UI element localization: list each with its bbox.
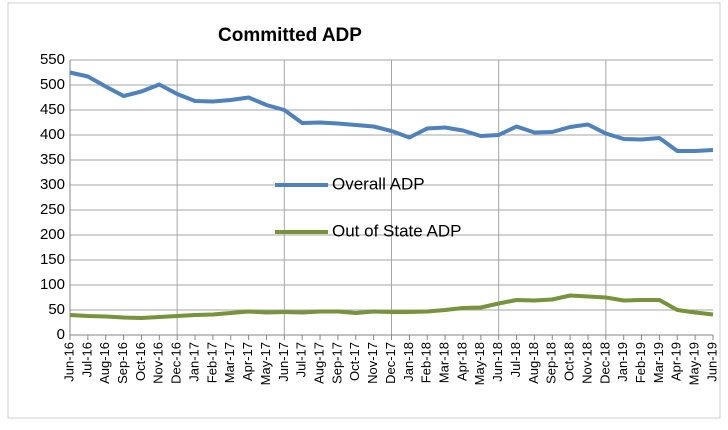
x-tick-label: Aug-17 [311, 342, 326, 384]
x-tick-label: Dec-18 [597, 342, 612, 384]
x-tick-label: Mar-17 [222, 342, 237, 383]
y-tick-label: 150 [40, 251, 65, 268]
x-tick-label: Nov-18 [579, 342, 594, 384]
x-tick-label: Sep-16 [115, 342, 130, 384]
x-tick-label: May-18 [472, 342, 487, 385]
x-tick-label: Jun-16 [61, 342, 76, 382]
x-tick-label: Dec-16 [169, 342, 184, 384]
series-line [69, 70, 714, 153]
y-tick-label: 250 [40, 201, 65, 218]
y-tick-label: 200 [40, 226, 65, 243]
x-tick-label: Oct-16 [133, 342, 148, 381]
x-tick-label: Sep-17 [329, 342, 344, 384]
x-tick-label: Jul-16 [79, 342, 94, 377]
chart-border [7, 2, 721, 419]
y-tick-label: 350 [40, 151, 65, 168]
x-tick-label: Jun-17 [276, 342, 291, 382]
x-tick-label: Aug-18 [526, 342, 541, 384]
x-tick-label: May-17 [258, 342, 273, 385]
y-tick-label: 300 [40, 176, 65, 193]
x-tick-label: Nov-16 [151, 342, 166, 384]
x-tick-label: Jan-17 [186, 342, 201, 382]
x-tick-label: Apr-19 [669, 342, 684, 381]
x-tick-label: Jun-19 [704, 342, 719, 382]
x-tick-label: Apr-18 [454, 342, 469, 381]
y-tick-label: 450 [40, 101, 65, 118]
x-tick-label: Aug-16 [97, 342, 112, 384]
x-tick-label: Nov-17 [365, 342, 380, 384]
x-tick-label: Dec-17 [383, 342, 398, 384]
x-tick-label: Oct-17 [347, 342, 362, 381]
y-tick-label: 0 [57, 326, 65, 343]
series-line [69, 293, 714, 320]
x-tick-label: May-19 [687, 342, 702, 385]
y-tick-label: 50 [48, 301, 65, 318]
x-tick-label: Mar-19 [651, 342, 666, 383]
x-tick-label: Feb-18 [419, 342, 434, 383]
y-tick-label: 500 [40, 76, 65, 93]
x-tick-label: Jan-19 [615, 342, 630, 382]
x-tick-label: Apr-17 [240, 342, 255, 381]
x-tick-label: Feb-19 [633, 342, 648, 383]
legend-label: Overall ADP [332, 174, 425, 193]
x-tick-label: Jan-18 [401, 342, 416, 382]
x-tick-label: Jul-18 [508, 342, 523, 377]
x-tick-label: Sep-18 [544, 342, 559, 384]
x-tick-label: Mar-18 [437, 342, 452, 383]
chart-title: Committed ADP [218, 25, 362, 46]
y-tick-label: 550 [40, 51, 65, 68]
x-tick-label: Oct-18 [562, 342, 577, 381]
y-tick-label: 400 [40, 126, 65, 143]
y-tick-label: 100 [40, 276, 65, 293]
x-tick-label: Feb-17 [204, 342, 219, 383]
x-tick-label: Jul-17 [294, 342, 309, 377]
legend-label: Out of State ADP [332, 221, 461, 240]
x-tick-label: Jun-18 [490, 342, 505, 382]
